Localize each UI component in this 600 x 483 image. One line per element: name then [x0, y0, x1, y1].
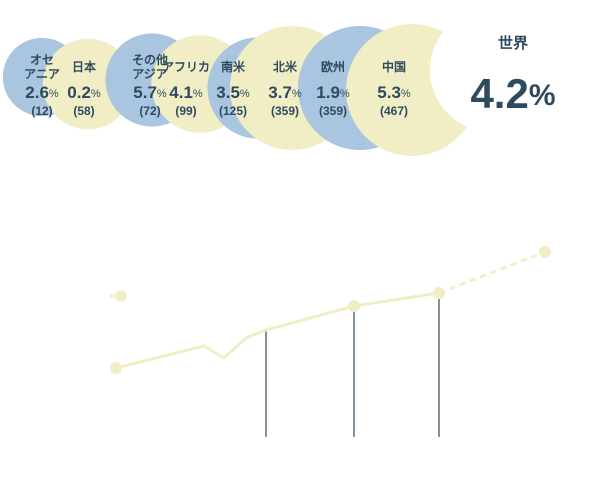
region-count: (58) [73, 104, 94, 118]
region-unit: % [193, 88, 203, 100]
region-name: 北米 [273, 59, 298, 74]
crescent-cut [430, 8, 554, 132]
region-name: アフリカ [162, 60, 210, 74]
line-chart [110, 246, 551, 437]
region-name: 欧州 [321, 59, 345, 74]
region-name: アニア [24, 67, 60, 81]
world-label: 世界 [498, 34, 528, 52]
region-number: 2.6 [25, 83, 49, 102]
region-name: アジア [132, 67, 168, 81]
region-number: 0.2 [67, 83, 91, 102]
region-number: 1.9 [316, 83, 340, 102]
region-unit: % [401, 88, 411, 100]
region-number: 3.7 [268, 83, 292, 102]
region-count: (99) [175, 104, 196, 118]
region-value: 3.7% [268, 83, 302, 102]
region-name: 日本 [72, 59, 96, 74]
region-count: (359) [319, 104, 347, 118]
region-unit: % [49, 88, 59, 100]
region-value: 2.6% [25, 83, 59, 102]
point-marker [433, 287, 445, 299]
series-line [115, 291, 440, 370]
region-value: 4.1% [169, 83, 203, 102]
region-count: (12) [31, 104, 52, 118]
region-value: 5.3% [377, 83, 411, 102]
region-number: 5.3 [377, 83, 401, 102]
point-marker [115, 290, 127, 302]
region-value: 0.2% [67, 83, 101, 102]
point-marker [110, 362, 122, 374]
region-value: 3.5% [216, 83, 250, 102]
region-name: オセ [30, 53, 54, 67]
world-unit: % [529, 79, 556, 112]
region-unit: % [340, 88, 350, 100]
region-unit: % [157, 88, 167, 100]
world-value: 4.2% [470, 70, 555, 117]
region-count: (359) [271, 104, 299, 118]
region-unit: % [240, 88, 250, 100]
point-marker [539, 246, 551, 258]
region-value: 1.9% [316, 83, 350, 102]
region-name: 中国 [382, 59, 406, 74]
region-number: 5.7 [133, 83, 157, 102]
point-marker [348, 300, 360, 312]
region-number: 4.1 [169, 83, 193, 102]
region-count: (467) [380, 104, 408, 118]
region-unit: % [292, 88, 302, 100]
region-count: (125) [219, 104, 247, 118]
region-count: (72) [139, 104, 160, 118]
series-line [438, 250, 546, 295]
region-name: 南米 [221, 59, 246, 74]
region-name: その他 [132, 52, 168, 67]
region-unit: % [91, 88, 101, 100]
region-number: 3.5 [216, 83, 240, 102]
region-value: 5.7% [133, 83, 167, 102]
world-number: 4.2 [470, 70, 528, 117]
